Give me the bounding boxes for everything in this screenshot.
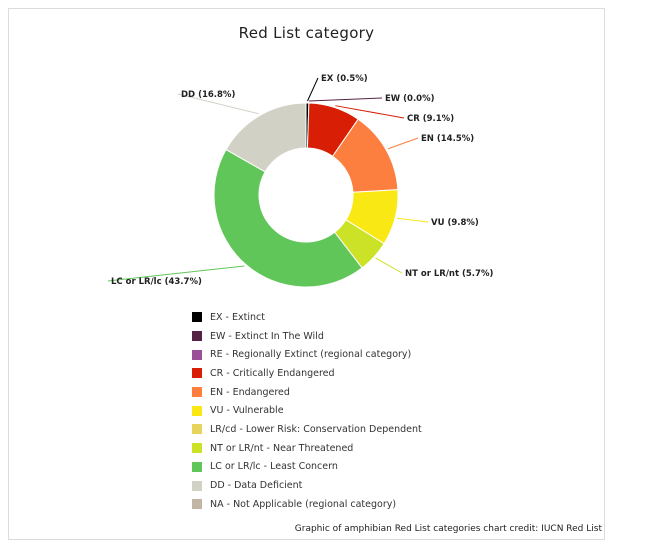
legend-swatch — [192, 461, 202, 472]
legend-label: NT or LR/nt - Near Threatened — [210, 442, 354, 454]
legend-label: DD - Data Deficient — [210, 480, 303, 492]
legend-swatch — [192, 424, 202, 435]
legend-swatch — [192, 349, 202, 360]
legend-item[interactable]: NA - Not Applicable (regional category) — [192, 495, 422, 514]
legend-label: NA - Not Applicable (regional category) — [210, 498, 397, 510]
data-label-nt: NT or LR/nt (5.7%) — [405, 269, 493, 279]
legend-swatch — [192, 387, 202, 398]
legend-swatch — [192, 405, 202, 416]
data-label-dd: DD (16.8%) — [181, 90, 235, 100]
connector-dd — [177, 93, 259, 115]
legend-swatch — [192, 331, 202, 342]
legend-item[interactable]: DD - Data Deficient — [192, 476, 422, 495]
legend-label: RE - Regionally Extinct (regional catego… — [210, 349, 412, 361]
data-label-vu: VU (9.8%) — [431, 218, 479, 228]
data-label-lc: LC or LR/lc (43.7%) — [111, 277, 202, 287]
legend-label: LC or LR/lc - Least Concern — [210, 461, 338, 473]
legend-swatch — [192, 443, 202, 454]
data-label-ew: EW (0.0%) — [385, 94, 435, 104]
chart-legend: EX - Extinct EW - Extinct In The Wild RE -… — [192, 308, 422, 514]
legend-item[interactable]: EN - Endangered — [192, 383, 422, 402]
connector-vu — [397, 217, 429, 223]
slice-dd — [225, 102, 307, 173]
connector-cr — [335, 105, 405, 119]
legend-swatch — [192, 368, 202, 379]
legend-label: EX - Extinct — [210, 311, 265, 323]
legend-label: VU - Vulnerable — [210, 405, 284, 417]
donut-chart: EX (0.5%) EW (0.0%) CR (9.1%) EN (14.5%) VU … — [107, 74, 493, 288]
connector-nt — [375, 257, 403, 274]
connector-en — [387, 137, 419, 150]
chart-card: Red List category EX (0.5%) EW (0.0%) CR (… — [8, 8, 605, 540]
connector-lc — [107, 265, 245, 282]
legend-swatch — [192, 499, 202, 510]
legend-label: CR - Critically Endangered — [210, 367, 335, 379]
image-credit: Graphic of amphibian Red List categories… — [294, 524, 602, 534]
legend-item[interactable]: LC or LR/lc - Least Concern — [192, 458, 422, 477]
legend-item[interactable]: NT or LR/nt - Near Threatened — [192, 439, 422, 458]
data-label-en: EN (14.5%) — [421, 134, 474, 144]
chart-title: Red List category — [238, 24, 375, 42]
slice-lc — [213, 148, 363, 288]
data-label-ex: EX (0.5%) — [321, 74, 368, 84]
legend-swatch — [192, 312, 202, 323]
legend-item[interactable]: CR - Critically Endangered — [192, 364, 422, 383]
legend-item[interactable]: EX - Extinct — [192, 308, 422, 327]
data-label-cr: CR (9.1%) — [407, 114, 454, 124]
legend-swatch — [192, 480, 202, 491]
legend-item[interactable]: VU - Vulnerable — [192, 401, 422, 420]
legend-item[interactable]: RE - Regionally Extinct (regional catego… — [192, 345, 422, 364]
legend-item[interactable]: EW - Extinct In The Wild — [192, 327, 422, 346]
legend-label: EN - Endangered — [210, 386, 290, 398]
legend-item[interactable]: LR/cd - Lower Risk: Conservation Depende… — [192, 420, 422, 439]
connector-ew — [308, 97, 383, 102]
legend-label: LR/cd - Lower Risk: Conservation Depende… — [210, 423, 422, 435]
connector-ex — [307, 77, 319, 102]
legend-label: EW - Extinct In The Wild — [210, 330, 324, 342]
